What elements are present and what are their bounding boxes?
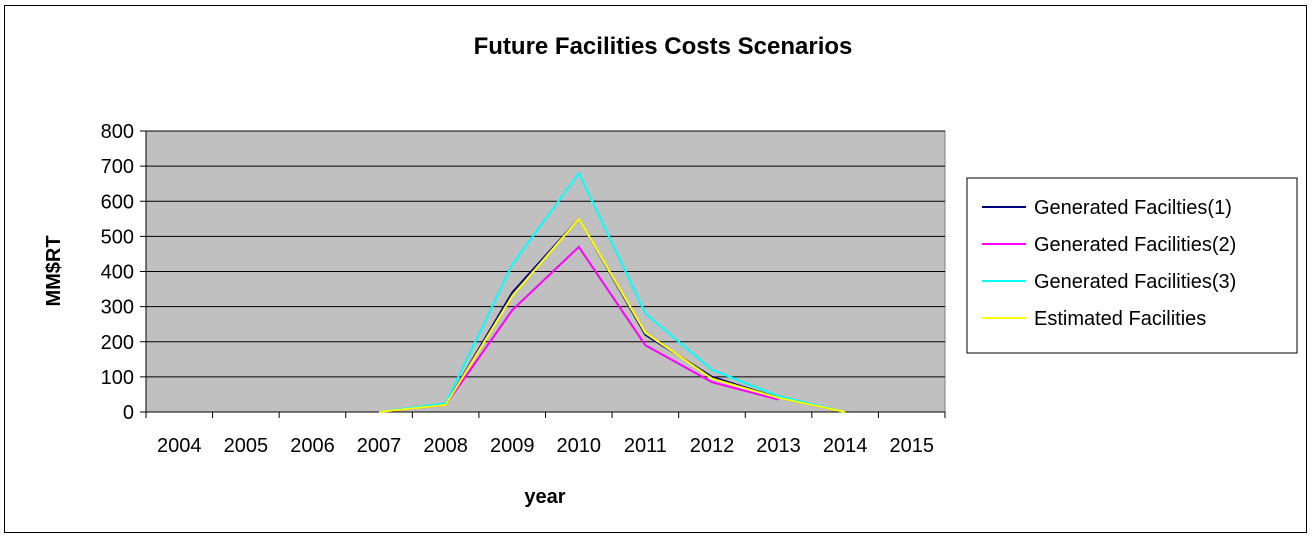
legend: Generated Facilties(1) Generated Faciliti… bbox=[966, 177, 1298, 354]
y-tick-label: 600 bbox=[101, 191, 134, 213]
y-tick-label: 200 bbox=[101, 332, 134, 354]
series-line-3 bbox=[378, 171, 846, 413]
x-tick-label: 2014 bbox=[823, 435, 868, 457]
x-tick-label: 2007 bbox=[357, 435, 402, 457]
x-axis-title: year bbox=[524, 486, 565, 508]
y-tick-label: 800 bbox=[101, 121, 134, 143]
legend-label: Generated Facilities(3) bbox=[1034, 271, 1236, 293]
x-tick-label: 2011 bbox=[624, 435, 667, 457]
x-tick-label: 2015 bbox=[889, 435, 934, 457]
x-tick-label: 2010 bbox=[557, 435, 602, 457]
series-lines bbox=[378, 171, 846, 413]
x-tick-label: 2012 bbox=[690, 435, 735, 457]
x-tick-label: 2006 bbox=[290, 435, 335, 457]
chart-title: Future Facilities Costs Scenarios bbox=[474, 33, 853, 60]
x-tick-label: 2013 bbox=[756, 435, 801, 457]
gridlines bbox=[146, 130, 945, 378]
legend-label: Generated Facilties(1) bbox=[1034, 197, 1232, 219]
legend-label: Estimated Facilities bbox=[1034, 308, 1206, 330]
y-tick-label: 0 bbox=[123, 402, 134, 424]
y-tick-label: 500 bbox=[101, 226, 134, 248]
y-axis-title: MM$RT bbox=[43, 235, 65, 306]
x-tick-label: 2005 bbox=[224, 435, 269, 457]
x-tick-label: 2004 bbox=[157, 435, 202, 457]
y-tick-label: 100 bbox=[101, 367, 134, 389]
y-tick-label: 300 bbox=[101, 297, 134, 319]
y-tick-label: 700 bbox=[101, 156, 134, 178]
x-tick-labels: 2004 2005 2006 2007 2008 2009 2010 2011 2012 2013… bbox=[157, 435, 934, 457]
legend-label: Generated Facilities(2) bbox=[1034, 234, 1236, 256]
x-tick-label: 2008 bbox=[423, 435, 468, 457]
x-tick-label: 2009 bbox=[490, 435, 535, 457]
y-tick-labels: 0 100 200 300 400 500 600 700 800 bbox=[101, 121, 134, 424]
series-line-4 bbox=[378, 217, 846, 413]
axes bbox=[140, 130, 946, 418]
y-tick-label: 400 bbox=[101, 262, 134, 284]
